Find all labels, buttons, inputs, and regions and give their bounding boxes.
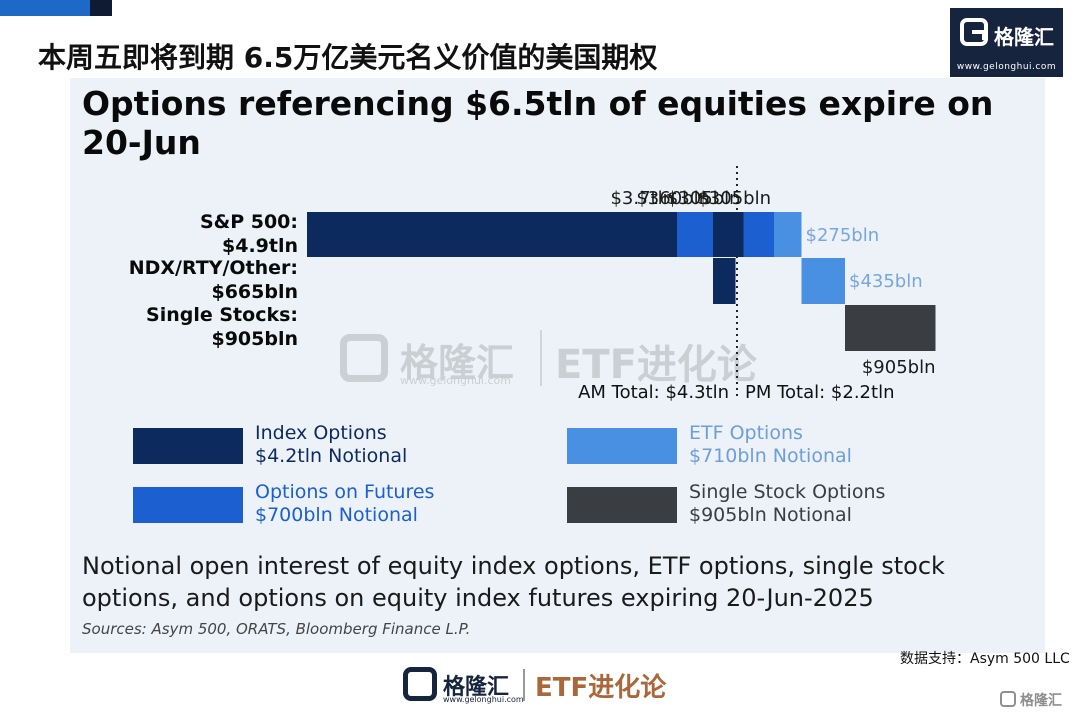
legend-etf-notional: $710bln Notional [689, 445, 852, 467]
brand-url: www.gelonghui.com [956, 62, 1057, 72]
page-title: 本周五即将到期 6.5万亿美元名义价值的美国期权 [38, 41, 658, 74]
legend-swatch-futures [133, 487, 243, 523]
legend-text-single: Single Stock Options $905bln Notional [689, 481, 885, 527]
chart-title: Options referencing $6.5tln of equities … [82, 84, 994, 162]
footer-brand: 格隆汇 [443, 675, 510, 700]
footer-etf: ETF进化论 [535, 673, 667, 703]
pm-total-label: PM Total: $2.2tln [745, 382, 894, 403]
category-label-line2: $665bln [211, 281, 298, 303]
bar-value-label: $305bln [697, 188, 771, 209]
legend-text-index: Index Options $4.2tln Notional [255, 422, 407, 468]
footer-divider [523, 669, 525, 701]
watermark-divider [540, 330, 542, 386]
bar-value-label: $435bln [849, 271, 923, 292]
legend-single-notional: $905bln Notional [689, 504, 852, 526]
bar-segment [845, 305, 936, 351]
bar-value-label: $275bln [806, 225, 880, 246]
bar-segment [774, 212, 802, 257]
legend-etf-label: ETF Options [689, 422, 803, 444]
legend-futures-label: Options on Futures [255, 481, 435, 503]
caption-line-1: Notional open interest of equity index o… [82, 552, 945, 580]
gelonghui-logo-icon [960, 18, 988, 46]
accent-blue-block [0, 0, 90, 16]
category-label-line1: Single Stocks: [146, 304, 298, 326]
legend-swatch-etf [567, 428, 677, 464]
caption-line-2: options, and options on equity index fut… [82, 584, 874, 612]
bar-segment [801, 258, 845, 304]
footer-logo-icon [403, 667, 437, 701]
chart-caption: Notional open interest of equity index o… [82, 550, 1032, 614]
bar-value-label: $905bln [862, 357, 936, 378]
bar-segment [713, 258, 736, 304]
am-total-label: AM Total: $4.3tln [578, 382, 729, 403]
legend-swatch-index [133, 428, 243, 464]
legend-index-label: Index Options [255, 422, 387, 444]
bar-segment [307, 212, 677, 257]
legend-index-notional: $4.2tln Notional [255, 445, 408, 467]
bar-value-label: $305bln [667, 188, 741, 209]
category-label-line2: $905bln [211, 328, 298, 350]
corner-logo: 格隆汇 [1000, 688, 1072, 710]
watermark-etf: ETF进化论 [555, 342, 757, 388]
corner-logo-icon [1000, 691, 1016, 707]
watermark-url: www.gelonghui.com [400, 374, 511, 387]
bar-segment [743, 212, 774, 257]
legend-text-futures: Options on Futures $700bln Notional [255, 481, 434, 527]
corner-brand: 格隆汇 [1020, 693, 1062, 709]
category-label-line2: $4.9tln [222, 235, 298, 257]
bar-segment [713, 212, 744, 257]
category-label-line1: NDX/RTY/Other: [129, 257, 298, 279]
data-credit: 数据支持：Asym 500 LLC [900, 651, 1070, 667]
legend-swatch-single [567, 487, 677, 523]
legend-text-etf: ETF Options $710bln Notional [689, 422, 852, 468]
bar-value-label: $3.7tln [610, 188, 674, 209]
watermark: 格隆汇 www.gelonghui.com ETF进化论 [340, 330, 800, 388]
watermark-brand: 格隆汇 [400, 341, 515, 385]
top-accent-bar [0, 0, 112, 16]
bar-segment [677, 212, 713, 257]
legend-single-label: Single Stock Options [689, 481, 886, 503]
footer-logo[interactable]: 格隆汇 www.gelonghui.com ETF进化论 [403, 665, 693, 707]
footer-url: www.gelonghui.com [443, 695, 524, 704]
brand-name: 格隆汇 [994, 25, 1054, 49]
watermark-logo-icon [340, 334, 388, 382]
brand-logo[interactable]: 格隆汇 www.gelonghui.com [950, 8, 1063, 77]
chart-sources: Sources: Asym 500, ORATS, Bloomberg Fina… [82, 620, 471, 638]
legend-futures-notional: $700bln Notional [255, 504, 418, 526]
accent-dark-block [90, 0, 112, 16]
chart-panel [70, 78, 1045, 653]
category-label-line1: S&P 500: [200, 211, 298, 233]
bar-value-label: $360bln [636, 188, 710, 209]
